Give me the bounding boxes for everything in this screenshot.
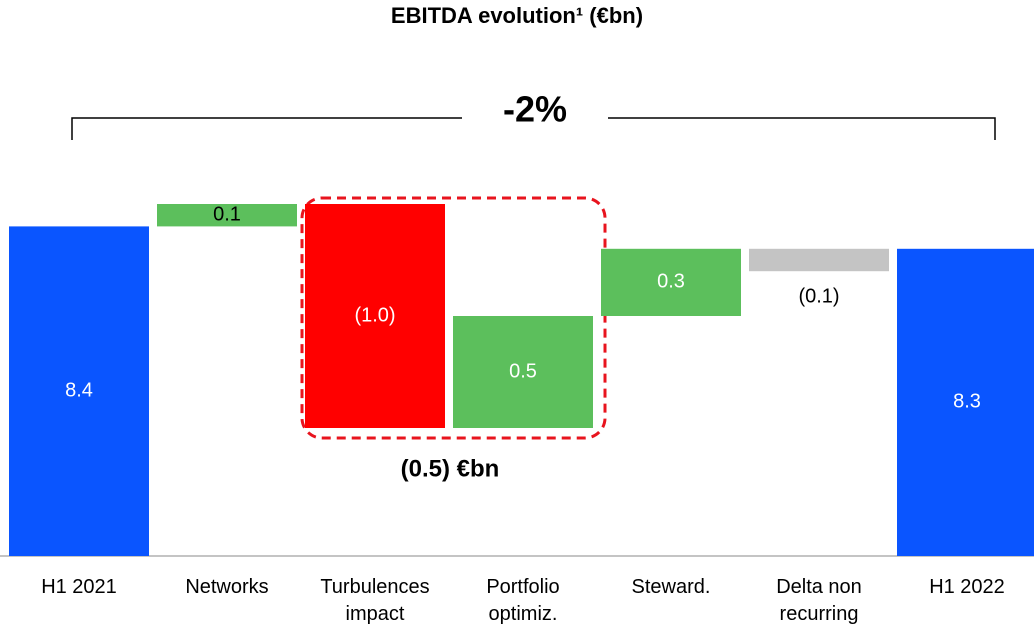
x-tick-label: Delta non recurring <box>776 576 862 625</box>
value-label: 0.3 <box>657 271 685 293</box>
bar <box>601 248 741 316</box>
value-label: 0.5 <box>509 360 537 382</box>
value-label: 8.4 <box>65 379 93 401</box>
bar <box>157 204 297 227</box>
bar <box>9 226 149 556</box>
annotation-subtotal: (0.5) €bn <box>401 455 500 482</box>
bar <box>305 204 445 428</box>
value-label: 8.3 <box>953 391 981 413</box>
x-tick-label: Portfolio optimiz. <box>486 576 560 625</box>
bar <box>897 248 1034 557</box>
highlight-box <box>300 196 607 440</box>
chart-title: EBITDA evolution¹ (€bn) <box>391 3 643 28</box>
value-label: (0.1) <box>798 285 839 307</box>
x-tick-label: H1 2022 <box>929 576 1005 598</box>
x-tick-label: Turbulences impact <box>320 576 430 625</box>
value-label: (1.0) <box>354 304 395 326</box>
x-tick-label: H1 2021 <box>41 576 117 598</box>
bracket <box>71 117 996 140</box>
value-label: 0.1 <box>213 203 241 225</box>
bar <box>749 248 889 272</box>
bar <box>453 316 593 428</box>
annotation-change: -2% <box>503 89 567 130</box>
x-tick-label: Networks <box>185 576 269 598</box>
x-tick-label: Steward. <box>631 576 711 598</box>
